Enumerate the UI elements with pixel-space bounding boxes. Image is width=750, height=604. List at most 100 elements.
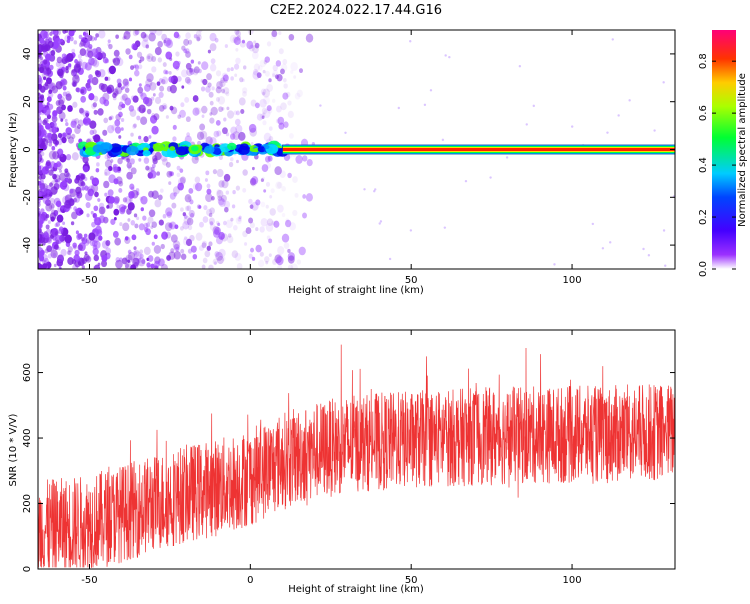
noise-speck	[280, 102, 287, 111]
noise-speck	[212, 229, 221, 238]
noise-speck	[133, 123, 137, 128]
noise-speck	[197, 61, 201, 65]
noise-speck	[130, 167, 137, 175]
noise-speck	[48, 169, 54, 176]
noise-speck	[252, 70, 260, 80]
noise-speck	[277, 264, 283, 269]
noise-speck	[54, 223, 58, 228]
noise-speck	[129, 197, 133, 203]
noise-speck	[268, 238, 273, 244]
noise-speck	[44, 185, 53, 195]
noise-speck	[184, 96, 190, 103]
noise-speck	[248, 44, 255, 52]
noise-speck	[50, 49, 56, 56]
noise-speck	[205, 193, 213, 203]
noise-speck	[281, 186, 286, 192]
noise-speck	[198, 68, 202, 74]
noise-speck	[223, 173, 231, 182]
noise-speck	[58, 71, 65, 79]
noise-speck	[54, 37, 62, 46]
noise-speck	[49, 197, 55, 205]
noise-speck	[518, 65, 522, 68]
noise-speck	[150, 225, 154, 229]
noise-speck	[130, 186, 135, 191]
noise-speck	[152, 93, 156, 97]
noise-speck	[218, 180, 225, 188]
noise-speck	[51, 121, 57, 128]
noise-speck	[122, 85, 126, 89]
noise-speck	[129, 266, 133, 269]
noise-speck	[55, 179, 59, 183]
noise-speck	[262, 88, 271, 98]
noise-speck	[165, 161, 171, 168]
noise-speck	[187, 39, 193, 45]
noise-speck	[212, 258, 218, 265]
noise-speck	[287, 264, 294, 269]
noise-speck	[201, 114, 205, 118]
noise-speck	[151, 163, 156, 169]
noise-speck	[59, 172, 66, 181]
noise-speck	[65, 199, 70, 206]
noise-speck	[227, 233, 232, 238]
noise-speck	[185, 116, 191, 123]
noise-speck	[62, 91, 67, 97]
noise-speck	[261, 176, 266, 181]
noise-speck	[182, 212, 187, 217]
noise-speck	[70, 30, 77, 34]
noise-speck	[261, 107, 268, 115]
spectrogram-panel: -50 0 50 100 -40 -20 0 20 40 Height of straight …	[8, 29, 676, 296]
noise-speck	[170, 106, 178, 115]
noise-speck	[128, 77, 133, 82]
noise-speck	[138, 135, 142, 140]
noise-speck	[245, 227, 252, 235]
noise-speck	[278, 31, 282, 36]
noise-speck	[238, 131, 246, 141]
noise-speck	[38, 74, 42, 84]
noise-speck	[38, 165, 45, 175]
noise-speck	[591, 222, 595, 226]
noise-speck	[272, 69, 279, 78]
noise-speck	[241, 78, 245, 83]
noise-speck	[52, 151, 60, 160]
noise-speck	[65, 69, 69, 74]
noise-speck	[143, 157, 150, 164]
noise-speck	[228, 161, 234, 168]
noise-speck	[87, 34, 93, 42]
noise-speck	[161, 231, 168, 240]
spectrogram-ytick-label: 0	[22, 146, 33, 152]
noise-speck	[151, 221, 158, 228]
noise-speck	[128, 191, 135, 199]
noise-speck	[238, 215, 242, 220]
noise-speck	[120, 117, 125, 122]
noise-speck	[289, 133, 294, 139]
noise-speck	[653, 129, 656, 132]
colorbar-ticks: 0.0 0.2 0.4 0.6 0.8	[698, 53, 736, 277]
noise-speck	[80, 173, 86, 180]
noise-speck	[225, 91, 230, 97]
noise-speck	[277, 181, 283, 189]
noise-speck	[249, 204, 254, 209]
noise-speck	[118, 111, 123, 118]
spectrogram-xtick-label: 0	[247, 275, 253, 286]
noise-speck	[74, 177, 80, 184]
noise-speck	[181, 45, 186, 51]
noise-speck	[88, 74, 93, 80]
noise-speck	[122, 78, 129, 86]
noise-speck	[38, 199, 41, 204]
signal-blob	[152, 142, 165, 152]
noise-speck	[188, 187, 194, 194]
noise-speck	[226, 235, 234, 244]
noise-speck	[163, 69, 168, 75]
noise-speck	[51, 145, 56, 151]
spectrogram-xlabel: Height of straight line (km)	[288, 285, 424, 296]
noise-speck	[296, 89, 303, 98]
noise-speck	[250, 142, 254, 146]
noise-speck	[178, 177, 186, 187]
noise-speck	[233, 63, 240, 70]
noise-speck	[136, 216, 140, 221]
noise-speck	[219, 233, 225, 240]
noise-speck	[242, 187, 247, 193]
noise-speck	[222, 220, 227, 226]
spectrogram-ytick-label: 40	[22, 48, 33, 61]
noise-speck	[93, 266, 97, 269]
